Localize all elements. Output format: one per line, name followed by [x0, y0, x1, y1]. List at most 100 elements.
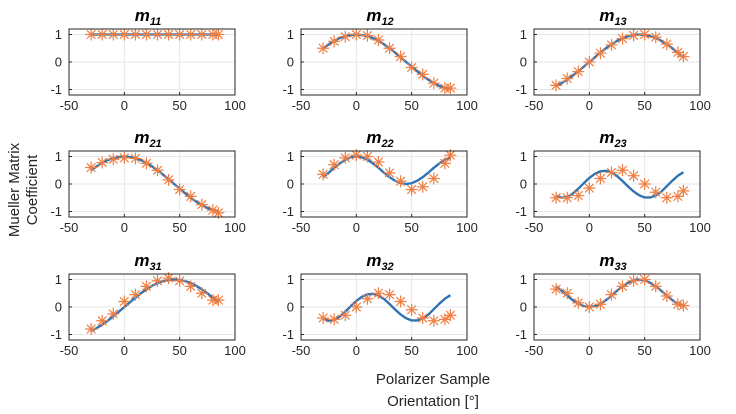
data-point-m21 — [118, 151, 131, 164]
x-axis-label-line-1: Polarizer Sample — [376, 371, 490, 388]
y-tick-label: 0 — [55, 177, 62, 192]
data-point-m21 — [107, 153, 120, 166]
data-point-m21 — [173, 183, 186, 196]
y-tick-label: 0 — [520, 300, 527, 315]
subplot-m23: -50 0 50 100 -1 0 1 m23 — [515, 128, 710, 235]
data-point-m33 — [660, 289, 673, 303]
data-point-m32 — [444, 309, 457, 322]
data-point-m13 — [605, 38, 618, 52]
subplot-title-m22: m22 — [366, 128, 393, 150]
data-point-m12 — [427, 77, 440, 90]
data-point-m11 — [96, 28, 109, 41]
x-tick-label: 100 — [456, 343, 478, 358]
data-point-m21 — [212, 206, 225, 219]
y-tick-label: 1 — [287, 149, 294, 164]
data-point-m12 — [328, 35, 341, 48]
data-point-m22 — [372, 155, 385, 169]
data-point-m13 — [594, 47, 607, 60]
data-point-m21 — [96, 156, 109, 169]
data-point-m22 — [328, 158, 341, 171]
subplot-m13: -50 0 50 100 -1 0 1 m13 — [515, 6, 710, 113]
subplot-m12: -50 0 50 100 -1 0 1 m12 — [282, 6, 477, 113]
data-point-m31 — [212, 294, 225, 307]
y-tick-label: 1 — [287, 272, 294, 287]
x-tick-label: 100 — [689, 220, 711, 235]
x-tick-label: 100 — [224, 343, 246, 358]
data-point-m12 — [383, 42, 396, 55]
data-point-m32 — [416, 311, 429, 325]
data-point-m31 — [195, 287, 208, 300]
x-tick-label: 100 — [456, 98, 478, 113]
data-point-m23 — [572, 189, 585, 202]
data-point-m31 — [107, 307, 120, 320]
data-point-m31 — [96, 314, 109, 327]
data-point-m31 — [85, 322, 98, 336]
data-point-m21 — [184, 190, 197, 203]
data-point-m12 — [350, 28, 363, 41]
x-tick-label: -50 — [525, 343, 544, 358]
x-axis-label-line-2: Orientation [°] — [387, 393, 479, 410]
y-tick-label: 1 — [55, 27, 62, 42]
y-tick-label: 1 — [55, 272, 62, 287]
y-axis-label-line-1: Mueller Matrix — [6, 142, 23, 237]
y-tick-label: -1 — [515, 82, 527, 97]
data-point-m33 — [616, 280, 629, 293]
data-point-m13 — [616, 32, 629, 45]
y-tick-label: -1 — [515, 204, 527, 219]
y-tick-label: -1 — [50, 204, 62, 219]
x-tick-label: 0 — [121, 343, 128, 358]
x-tick-label: 100 — [456, 220, 478, 235]
data-point-m21 — [195, 198, 208, 211]
subplot-m11: -50 0 50 100 -1 0 1 m11 — [50, 6, 245, 113]
y-tick-label: 0 — [287, 300, 294, 315]
y-tick-label: -1 — [282, 204, 294, 219]
data-point-m32 — [317, 311, 330, 325]
y-tick-label: 1 — [520, 27, 527, 42]
data-point-m22 — [339, 151, 352, 164]
data-point-m13 — [550, 79, 563, 92]
x-tick-label: 0 — [353, 220, 360, 235]
data-point-m33 — [649, 280, 662, 293]
x-tick-label: 50 — [404, 98, 418, 113]
data-point-m32 — [350, 300, 363, 314]
subplot-m22: -50 0 50 100 -1 0 1 m22 — [282, 128, 477, 235]
data-point-m23 — [649, 186, 662, 199]
x-tick-label: 100 — [224, 98, 246, 113]
data-point-m11 — [151, 28, 164, 41]
x-tick-label: 100 — [689, 98, 711, 113]
subplot-title-m33: m33 — [599, 251, 626, 273]
data-point-m23 — [660, 191, 673, 204]
data-point-m11 — [184, 28, 197, 41]
x-tick-label: -50 — [60, 98, 79, 113]
data-point-m22 — [361, 150, 374, 163]
data-point-m32 — [328, 313, 341, 326]
data-point-m22 — [427, 172, 440, 185]
data-point-m33 — [572, 296, 585, 309]
y-tick-label: 0 — [520, 177, 527, 192]
data-point-m22 — [416, 180, 429, 193]
data-point-m21 — [140, 157, 153, 170]
data-point-m12 — [405, 61, 418, 74]
data-point-m12 — [317, 42, 330, 55]
data-point-m33 — [677, 299, 690, 312]
data-point-m33 — [638, 273, 651, 286]
data-point-m22 — [383, 166, 396, 180]
y-tick-label: 1 — [520, 272, 527, 287]
subplot-title-m13: m13 — [599, 6, 626, 28]
fit-line-m31 — [90, 278, 220, 333]
y-tick-label: -1 — [282, 327, 294, 342]
subplot-title-m23: m23 — [599, 128, 626, 150]
data-point-m33 — [594, 298, 607, 311]
y-tick-label: 1 — [287, 27, 294, 42]
data-point-m12 — [444, 82, 457, 95]
data-point-m32 — [438, 313, 451, 326]
data-point-m23 — [605, 166, 618, 179]
data-point-m11 — [173, 28, 186, 41]
x-tick-label: 50 — [637, 98, 651, 113]
data-point-m33 — [627, 274, 640, 287]
x-tick-label: -50 — [525, 98, 544, 113]
data-point-m33 — [550, 283, 563, 296]
x-tick-label: 0 — [586, 343, 593, 358]
data-point-m13 — [561, 72, 574, 85]
